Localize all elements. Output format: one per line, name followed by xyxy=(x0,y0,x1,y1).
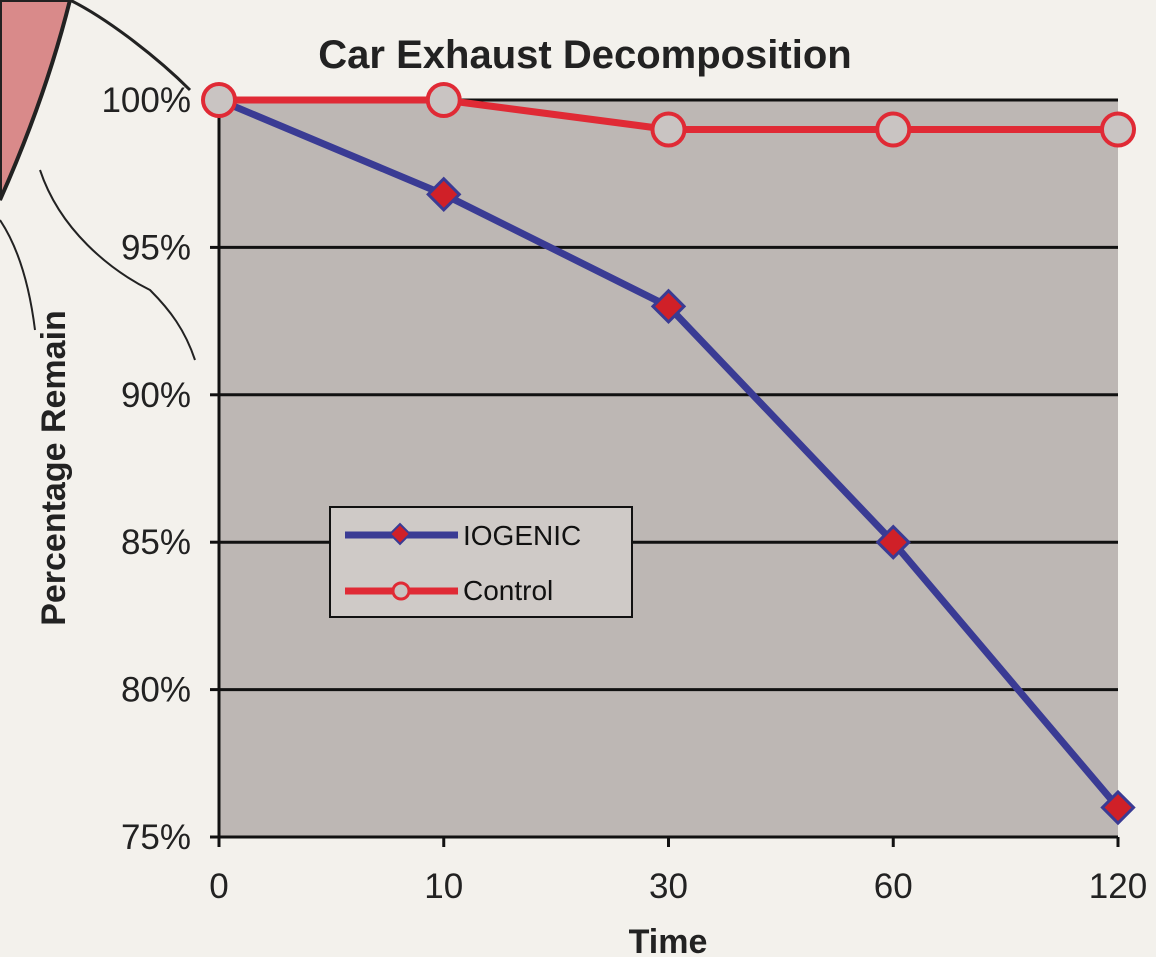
data-point-control xyxy=(875,111,912,148)
x-axis-ticks: 0 10 30 60 120 xyxy=(209,837,1147,906)
y-axis-label: Percentage Remain xyxy=(35,310,73,626)
x-tick-label: 120 xyxy=(1089,867,1147,906)
legend-box xyxy=(329,506,633,618)
legend-marker-control xyxy=(391,581,411,601)
x-axis-label: Time xyxy=(629,923,708,957)
y-tick-label: 80% xyxy=(121,671,191,710)
plot-area xyxy=(219,100,1118,837)
x-tick-label: 10 xyxy=(424,867,463,906)
data-point-iogenic xyxy=(1100,789,1136,826)
chart-title: Car Exhaust Decomposition xyxy=(318,33,851,77)
series-layer xyxy=(201,82,1136,826)
x-tick-label: 0 xyxy=(209,867,228,906)
data-point-control xyxy=(201,82,237,118)
y-tick-label: 75% xyxy=(121,818,191,857)
y-tick-label: 95% xyxy=(121,228,191,267)
legend: IOGENIC Control xyxy=(329,506,633,618)
cartoon-illustration-decoration xyxy=(0,0,196,361)
data-point-control xyxy=(1100,111,1136,148)
y-tick-label: 100% xyxy=(101,81,191,120)
data-point-iogenic xyxy=(426,176,462,213)
data-point-control xyxy=(425,82,462,118)
data-point-iogenic xyxy=(875,524,911,560)
y-tick-label: 90% xyxy=(121,376,191,415)
y-axis-ticks: 100% 95% 90% 85% 80% 75% xyxy=(101,81,219,857)
data-point-iogenic xyxy=(650,288,687,325)
legend-marker-iogenic xyxy=(388,522,412,546)
y-tick-label: 85% xyxy=(121,523,191,562)
legend-label-iogenic: IOGENIC xyxy=(463,520,581,551)
data-point-control xyxy=(650,111,687,148)
legend-label-control: Control xyxy=(463,575,553,606)
x-tick-label: 30 xyxy=(649,867,688,906)
x-tick-label: 60 xyxy=(874,867,913,906)
